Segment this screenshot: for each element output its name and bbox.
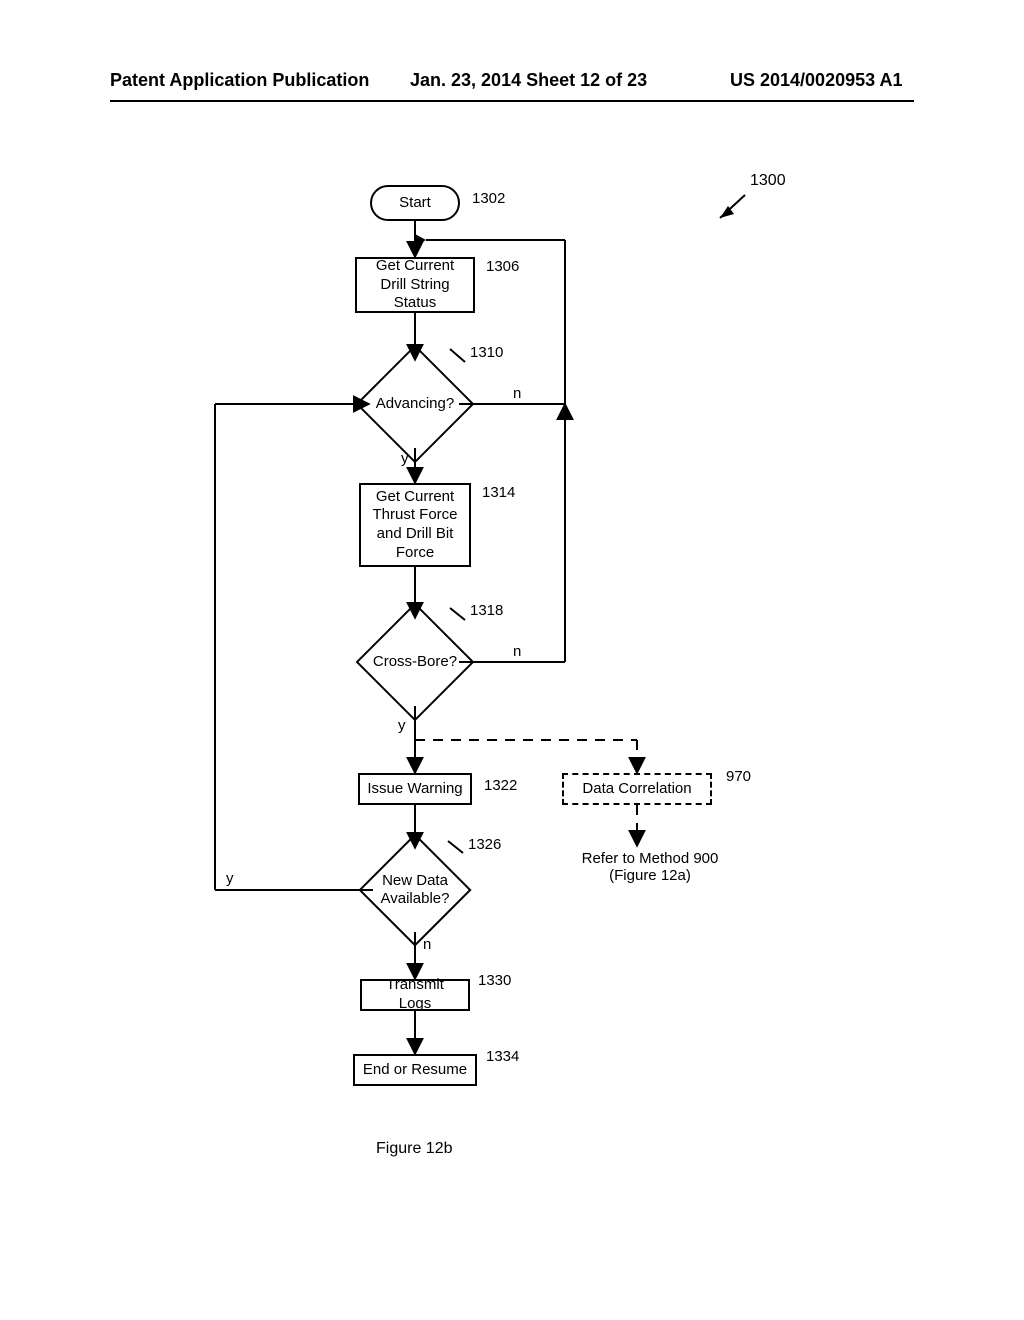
node-end-resume-label: End or Resume	[363, 1061, 467, 1080]
ref-970: 970	[726, 768, 751, 785]
node-start: Start	[370, 185, 460, 221]
node-data-correlation-label: Data Correlation	[582, 780, 691, 799]
node-issue-warning-label: Issue Warning	[367, 780, 462, 799]
figure-ref-1300: 1300	[750, 172, 786, 190]
node-cross-bore: Cross-Bore?	[373, 620, 457, 704]
ref-1306: 1306	[486, 258, 519, 275]
ref-1326: 1326	[468, 836, 501, 853]
new-data-no: n	[423, 936, 431, 953]
node-advancing: Advancing?	[373, 362, 457, 446]
advancing-yes: y	[401, 450, 409, 467]
node-new-data-label: New Data Available?	[359, 872, 471, 908]
node-advancing-label: Advancing?	[376, 395, 454, 413]
node-end-resume: End or Resume	[353, 1054, 477, 1086]
node-transmit-logs: Transmit Logs	[360, 979, 470, 1011]
node-data-correlation: Data Correlation	[562, 773, 712, 805]
node-cross-bore-label: Cross-Bore?	[373, 653, 457, 671]
ref-1310: 1310	[470, 344, 503, 361]
node-get-status: Get Current Drill String Status	[355, 257, 475, 313]
node-issue-warning: Issue Warning	[358, 773, 472, 805]
node-new-data: New Data Available?	[375, 850, 455, 930]
refer-text-label: Refer to Method 900 (Figure 12a)	[582, 850, 719, 884]
advancing-no: n	[513, 385, 521, 402]
ref-1302: 1302	[472, 190, 505, 207]
ref-1322: 1322	[484, 777, 517, 794]
ref-1334: 1334	[486, 1048, 519, 1065]
node-transmit-logs-label: Transmit Logs	[368, 976, 462, 1014]
ref-1318: 1318	[470, 602, 503, 619]
figure-caption: Figure 12b	[376, 1140, 453, 1158]
ref-1330: 1330	[478, 972, 511, 989]
node-start-label: Start	[399, 194, 431, 213]
node-get-thrust-label: Get Current Thrust Force and Drill Bit F…	[367, 488, 463, 563]
ref-1314: 1314	[482, 484, 515, 501]
node-get-status-label: Get Current Drill String Status	[363, 257, 467, 313]
flowchart-connectors	[0, 0, 1024, 1320]
node-get-thrust: Get Current Thrust Force and Drill Bit F…	[359, 483, 471, 567]
new-data-yes: y	[226, 870, 234, 887]
cross-bore-yes: y	[398, 717, 406, 734]
cross-bore-no: n	[513, 643, 521, 660]
refer-text: Refer to Method 900 (Figure 12a)	[560, 850, 740, 884]
